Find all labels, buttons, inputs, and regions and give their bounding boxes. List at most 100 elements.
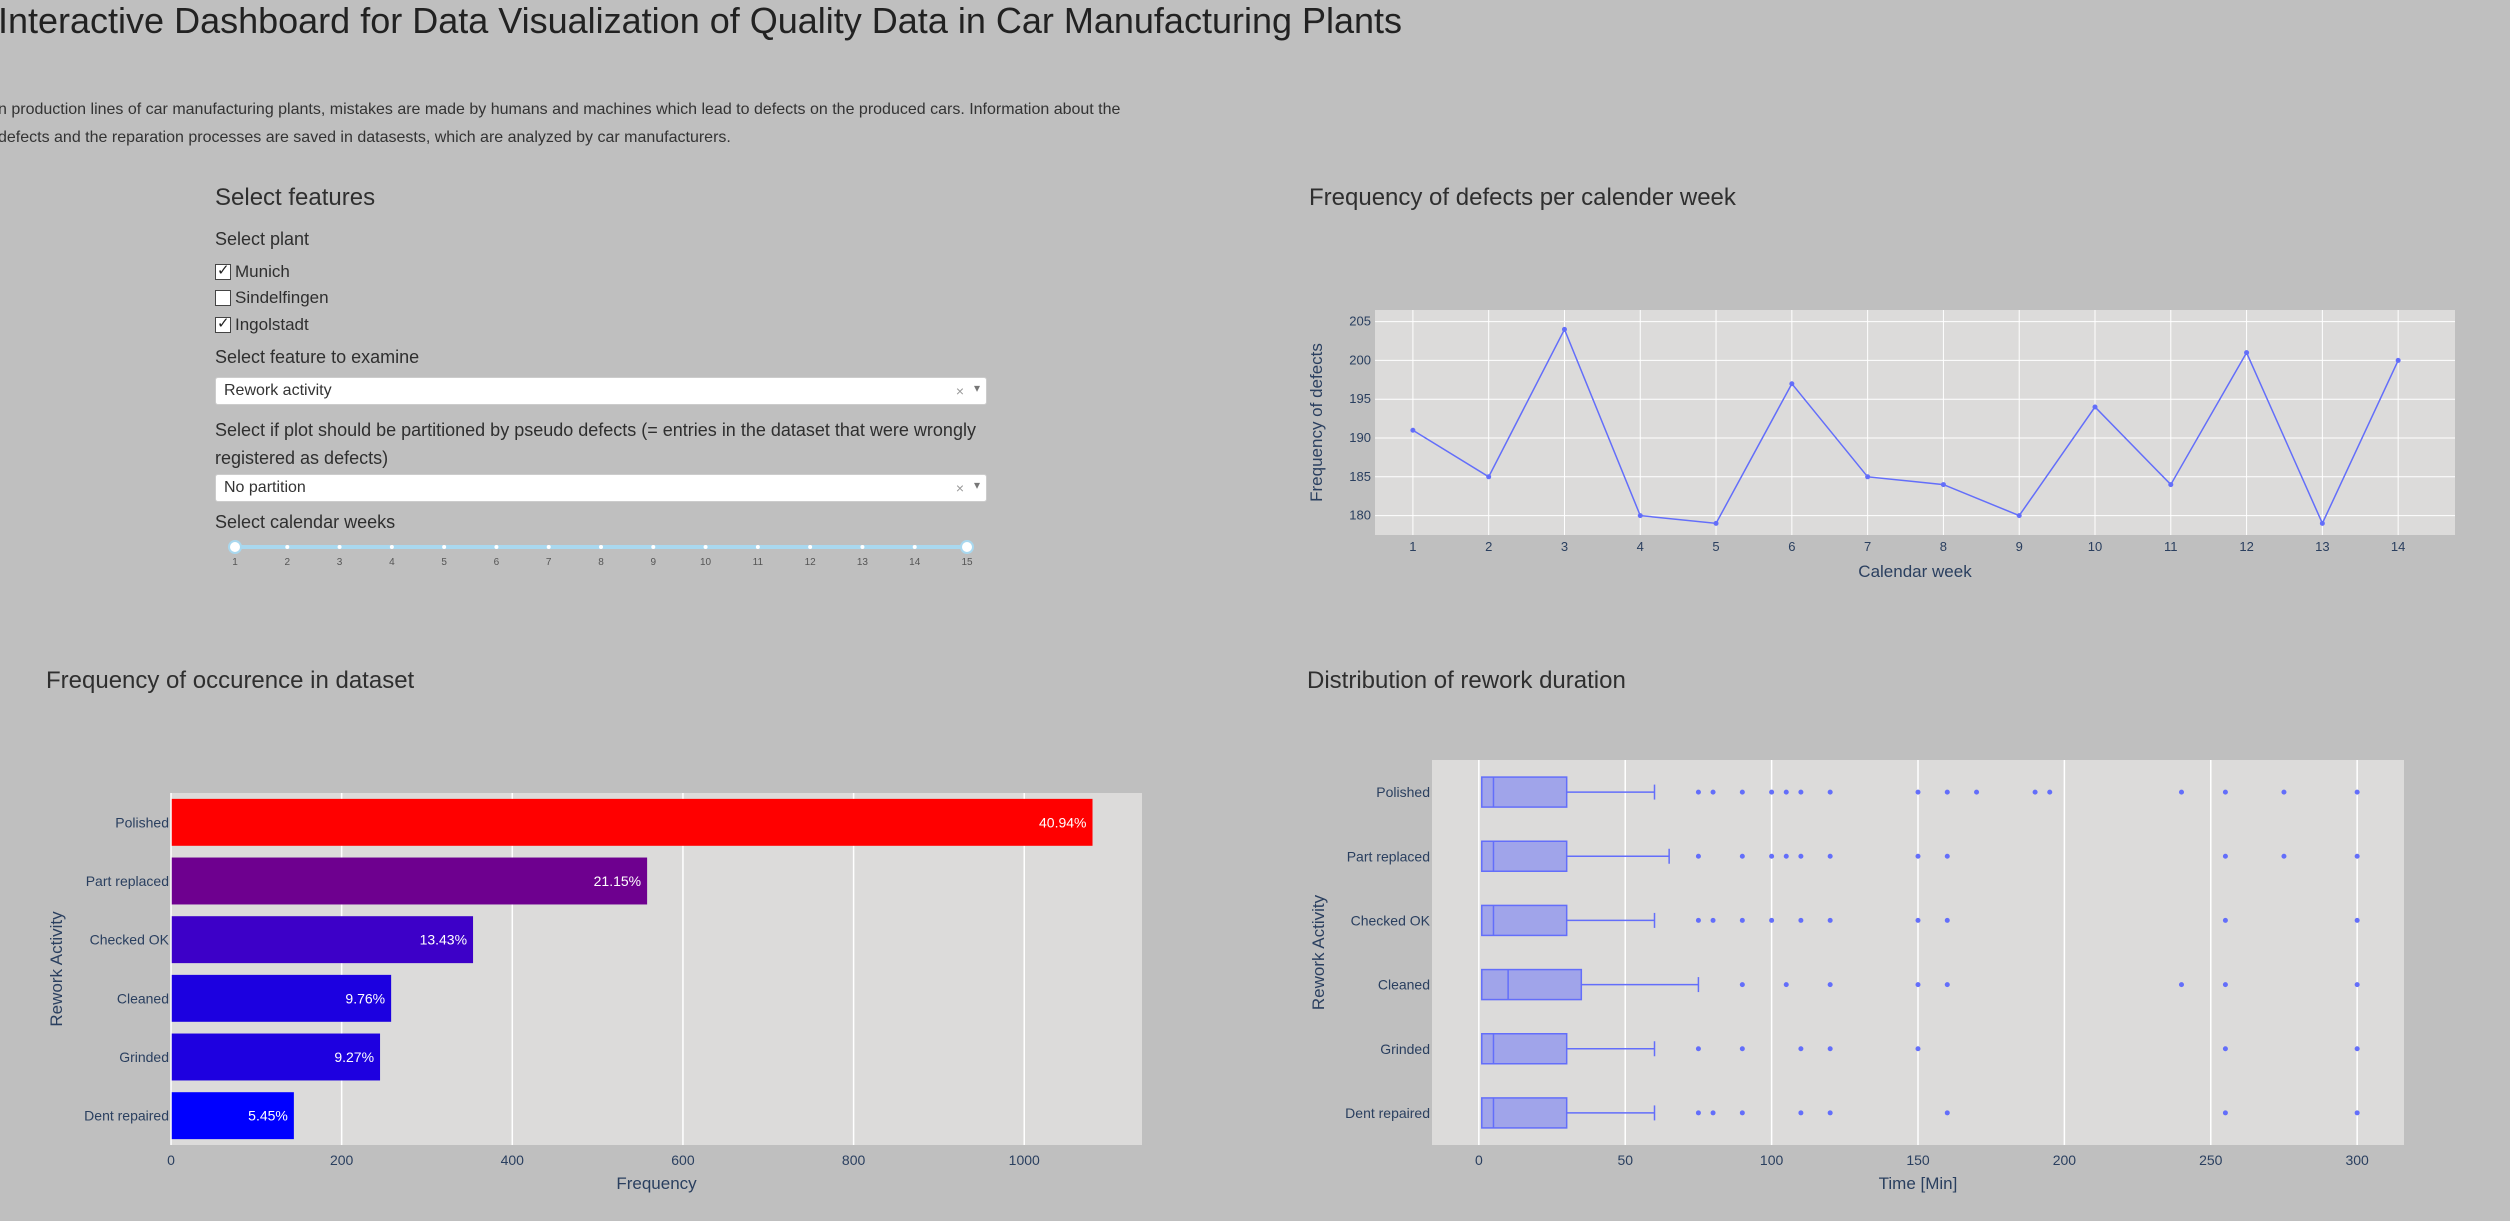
slider-dot (389, 545, 394, 549)
line-chart-title: Frequency of defects per calender week (1309, 184, 1736, 211)
week-range-slider[interactable]: 1 2 3 4 5 6 7 8 9 10 11 12 13 14 15 (225, 535, 985, 575)
slider-dot (860, 545, 865, 549)
slider-mark-label: 15 (961, 557, 973, 568)
x-tick-label: 1 (1409, 539, 1416, 554)
x-tick-label: 2 (1485, 539, 1492, 554)
outlier-point (1798, 917, 1804, 923)
data-point (2016, 513, 2022, 519)
outlier-point (1695, 1046, 1701, 1052)
bar-chart: 0 200 400 600 800 1000 Polished 40.94% Part repl… (47, 793, 1142, 1193)
y-tick-label: Cleaned (1378, 977, 1430, 993)
partition-dropdown-value: No partition (224, 479, 306, 496)
x-tick-label: 9 (2016, 539, 2023, 554)
outlier-point (1710, 789, 1716, 795)
y-axis-label: Rework Activity (1309, 894, 1328, 1010)
slider-mark-label: 4 (389, 557, 395, 568)
slider-handle-end[interactable] (960, 540, 974, 554)
x-tick-label: 3 (1561, 539, 1568, 554)
x-axis-label: Frequency (616, 1174, 697, 1193)
outlier-point (1798, 789, 1804, 795)
feature-dropdown[interactable]: Rework activity × ▾ (215, 377, 987, 405)
outlier-point (2178, 982, 2184, 988)
chevron-down-icon[interactable]: ▾ (973, 478, 980, 492)
slider-mark-label: 13 (857, 557, 869, 568)
bar (171, 1092, 294, 1140)
y-tick-label: 195 (1349, 391, 1371, 406)
y-tick-label: Part replaced (86, 873, 169, 889)
box (1481, 968, 1583, 1001)
data-point (2168, 482, 2174, 488)
y-tick-label: 205 (1349, 314, 1371, 329)
feature-dropdown-value: Rework activity (224, 382, 332, 399)
x-tick-label: 300 (2345, 1152, 2369, 1168)
outlier-point (1739, 1046, 1745, 1052)
outlier-point (2178, 789, 2184, 795)
outlier-point (1769, 853, 1775, 859)
outlier-point (1739, 1110, 1745, 1116)
slider-dot (285, 545, 290, 549)
bar-value-label: 13.43% (420, 932, 467, 948)
outlier-point (1827, 853, 1833, 859)
outlier-point (1944, 853, 1950, 859)
outlier-point (1915, 1046, 1921, 1052)
y-tick-label: Checked OK (1351, 912, 1431, 928)
clear-icon[interactable]: × (955, 383, 964, 399)
bar-value-label: 9.76% (345, 990, 385, 1006)
plant-checkbox-sindelfingen[interactable]: Sindelfingen (215, 288, 329, 308)
x-tick-label: 600 (671, 1152, 695, 1168)
y-tick-label: Dent repaired (84, 1108, 169, 1124)
slider-mark-label: 8 (598, 557, 604, 568)
outlier-point (2354, 917, 2360, 923)
plant-checkbox-munich[interactable]: Munich (215, 261, 290, 282)
slider-dot (442, 545, 447, 549)
bar-value-label: 9.27% (334, 1049, 374, 1065)
checkbox-munich[interactable] (215, 261, 231, 280)
x-tick-label: 400 (501, 1152, 525, 1168)
outlier-point (1783, 789, 1789, 795)
series-line (1412, 327, 2399, 526)
outlier-point (1695, 853, 1701, 859)
outlier-point (1944, 1110, 1950, 1116)
x-tick-label: 0 (1475, 1152, 1483, 1168)
bar-chart-title: Frequency of occurence in dataset (46, 667, 415, 694)
bar (171, 1033, 381, 1081)
outlier-point (2281, 789, 2287, 795)
x-tick-label: 200 (330, 1152, 354, 1168)
slider-mark-label: 14 (909, 557, 921, 568)
x-tick-label: 6 (1788, 539, 1795, 554)
outlier-point (2354, 982, 2360, 988)
outlier-point (1827, 1110, 1833, 1116)
partition-label-line-1: Select if plot should be partitioned by … (215, 420, 976, 440)
outlier-point (1798, 1046, 1804, 1052)
y-tick-label: Polished (1376, 784, 1430, 800)
y-tick-label: Grinded (1380, 1041, 1430, 1057)
checkbox-ingolstadt[interactable] (215, 314, 231, 333)
data-point (1561, 326, 1567, 332)
outlier-point (2222, 917, 2228, 923)
y-tick-label: Grinded (119, 1049, 169, 1065)
slider-handle-start[interactable] (228, 540, 242, 554)
box (1481, 840, 1568, 872)
intro-line-2: defects and the reparation processes are… (0, 129, 731, 146)
x-tick-label: 7 (1864, 539, 1871, 554)
partition-dropdown[interactable]: No partition × ▾ (215, 474, 987, 502)
slider-dot (546, 545, 551, 549)
outlier-point (1695, 789, 1701, 795)
checkbox-label-ingolstadt: Ingolstadt (235, 315, 309, 334)
chevron-down-icon[interactable]: ▾ (973, 381, 980, 395)
data-point (2395, 357, 2401, 363)
x-tick-label: 10 (2088, 539, 2102, 554)
slider-mark-label: 9 (651, 557, 657, 568)
bar (171, 857, 648, 905)
checkbox-sindelfingen[interactable] (215, 290, 231, 306)
outlier-point (1944, 917, 1950, 923)
clear-icon[interactable]: × (955, 480, 964, 496)
x-tick-label: 200 (2053, 1152, 2077, 1168)
outlier-point (2222, 789, 2228, 795)
outlier-point (1739, 853, 1745, 859)
plant-checkbox-ingolstadt[interactable]: Ingolstadt (215, 314, 309, 335)
x-tick-label: 50 (1617, 1152, 1633, 1168)
slider-mark-label: 5 (441, 557, 447, 568)
bar-value-label: 5.45% (248, 1108, 288, 1124)
y-tick-label: 185 (1349, 469, 1371, 484)
